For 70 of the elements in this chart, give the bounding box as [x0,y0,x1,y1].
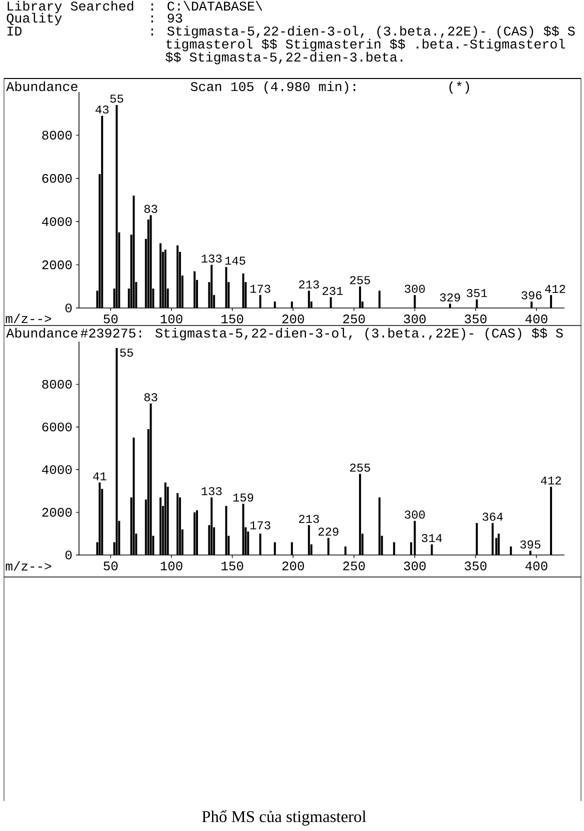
text: Quality [6,12,62,26]
x-tick-label: 350 [464,562,486,570]
chart-title: #239275: Stigmasta-5,22-dien-3-ol, (3.beta.,22E)- (CAS) $$ S [80,328,563,340]
x-tick-label: 400 [525,562,548,570]
y-tick-label: 2000 [42,508,72,517]
annotation: 364 [482,512,503,521]
annotation: 395 [520,540,540,549]
x-tick-label: 300 [404,562,426,570]
text: : 93 [151,14,182,23]
x-tick-label: 50 [104,562,118,570]
annotation: 255 [350,276,370,284]
y-tick-label: 8000 [42,130,72,140]
y-tick-label: 0 [65,550,72,560]
y-tick-label: 8000 [42,380,72,389]
x-tick-label: 100 [160,562,182,570]
annotation: 231 [322,286,343,295]
annotation: 83 [144,393,158,402]
annotation: 412 [540,476,561,485]
text: tigmasterol $$ Stigmasterin $$ .beta.-Stigmasterol [166,38,565,52]
annotation: 55 [120,348,134,357]
x-tick-label: 250 [343,314,365,324]
text: : C:\DATABASE\ [151,0,262,11]
annotation: 173 [250,284,270,293]
annotation: 213 [299,280,319,289]
x-tick-label: 100 [160,314,182,324]
chart-title: Scan 105 (4.980 min): [190,81,356,94]
y-tick-label: 4000 [42,217,72,226]
text: : Stigmasta-5,22-dien-3-ol, (3.beta.,22E)- (CAS) $$ S [151,26,575,38]
annotation: 159 [233,493,254,502]
y-tick-label: 6000 [42,422,72,432]
annotation: 43 [96,105,109,114]
x-tick-label: 200 [282,314,304,324]
annotation: (*) [449,81,469,94]
x-tick-label: 400 [525,314,548,324]
annotation: 300 [404,284,425,293]
annotation: 41 [93,472,106,480]
x-tick-label: 250 [343,562,365,570]
annotation: 145 [225,256,246,265]
x-tick-label: 150 [222,314,244,324]
y-axis-title: Abundance [6,328,78,338]
annotation: 300 [404,510,425,519]
text: $$ Stigmasta-5,22-dien-3.beta. [166,52,402,64]
x-tick-label: 150 [222,562,244,570]
y-tick-label: 2000 [42,260,72,270]
y-axis-title: Abundance [6,81,78,92]
annotation: 133 [202,487,222,496]
annotation: 314 [422,534,442,542]
x-tick-label: 300 [404,314,426,324]
annotation: 255 [350,464,370,472]
annotation: 213 [299,514,319,523]
annotation: 55 [110,94,124,103]
x-tick-label: 350 [464,314,486,324]
annotation: 83 [144,204,158,213]
annotation: 173 [250,521,270,530]
text: ID [8,26,22,36]
y-tick-label: 0 [65,304,72,312]
annotation: 412 [545,284,566,293]
annotation: 329 [440,293,460,302]
y-tick-label: 6000 [42,174,72,183]
annotation: 133 [202,254,222,263]
annotation: 351 [466,289,488,298]
x-tick-label: 50 [104,314,118,324]
y-tick-label: 4000 [42,465,72,474]
annotation: 229 [318,528,338,536]
x-tick-label: 200 [282,562,304,570]
x-axis-title: m/z--> [6,314,52,324]
x-axis-title: m/z--> [6,561,52,571]
annotation: 396 [522,291,542,300]
text: Phổ MS của stigmasterol [202,810,366,826]
text: Library Searched [8,0,134,14]
